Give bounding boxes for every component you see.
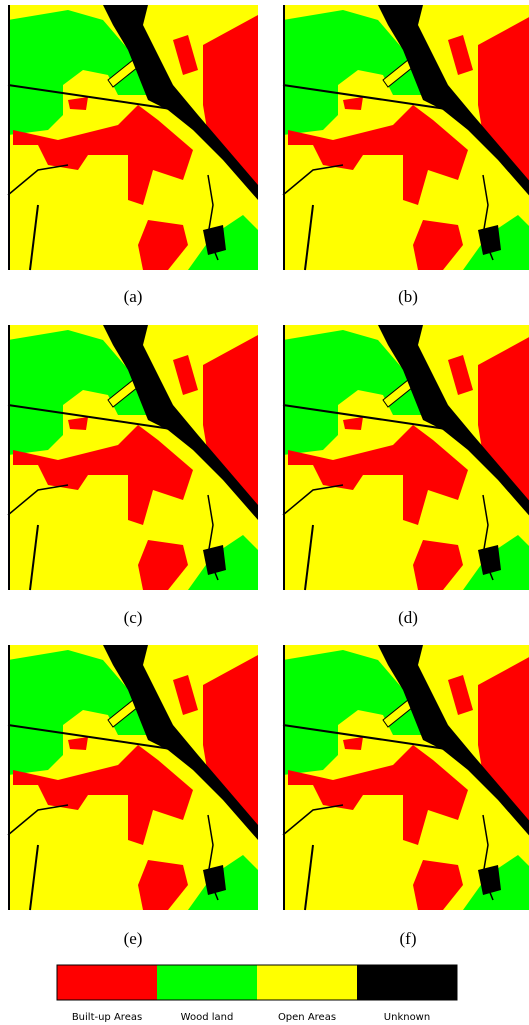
legend-swatch: [57, 965, 157, 1000]
legend-label: Wood land: [181, 1012, 234, 1023]
caption: (d): [398, 608, 418, 627]
map-panel: [283, 5, 529, 270]
map-panel: [8, 645, 258, 910]
legend-label: Open Areas: [278, 1012, 336, 1023]
legend-label: Built-up Areas: [72, 1012, 142, 1023]
map-panel: [283, 325, 529, 590]
legend-swatch: [157, 965, 257, 1000]
caption: (b): [398, 287, 418, 306]
map-panel: [8, 325, 258, 590]
legend-swatch: [257, 965, 357, 1000]
caption: (a): [124, 287, 143, 306]
caption: (f): [400, 929, 417, 948]
map-panel: [8, 5, 258, 270]
map-panel: [283, 645, 529, 910]
caption: (e): [124, 929, 143, 948]
legend-label: Unknown: [384, 1012, 430, 1023]
caption: (c): [124, 608, 143, 627]
legend-swatch: [357, 965, 457, 1000]
figure: (a) (b) (c) (d) (e) (f) Built-up Areas Wo…: [0, 0, 529, 1025]
